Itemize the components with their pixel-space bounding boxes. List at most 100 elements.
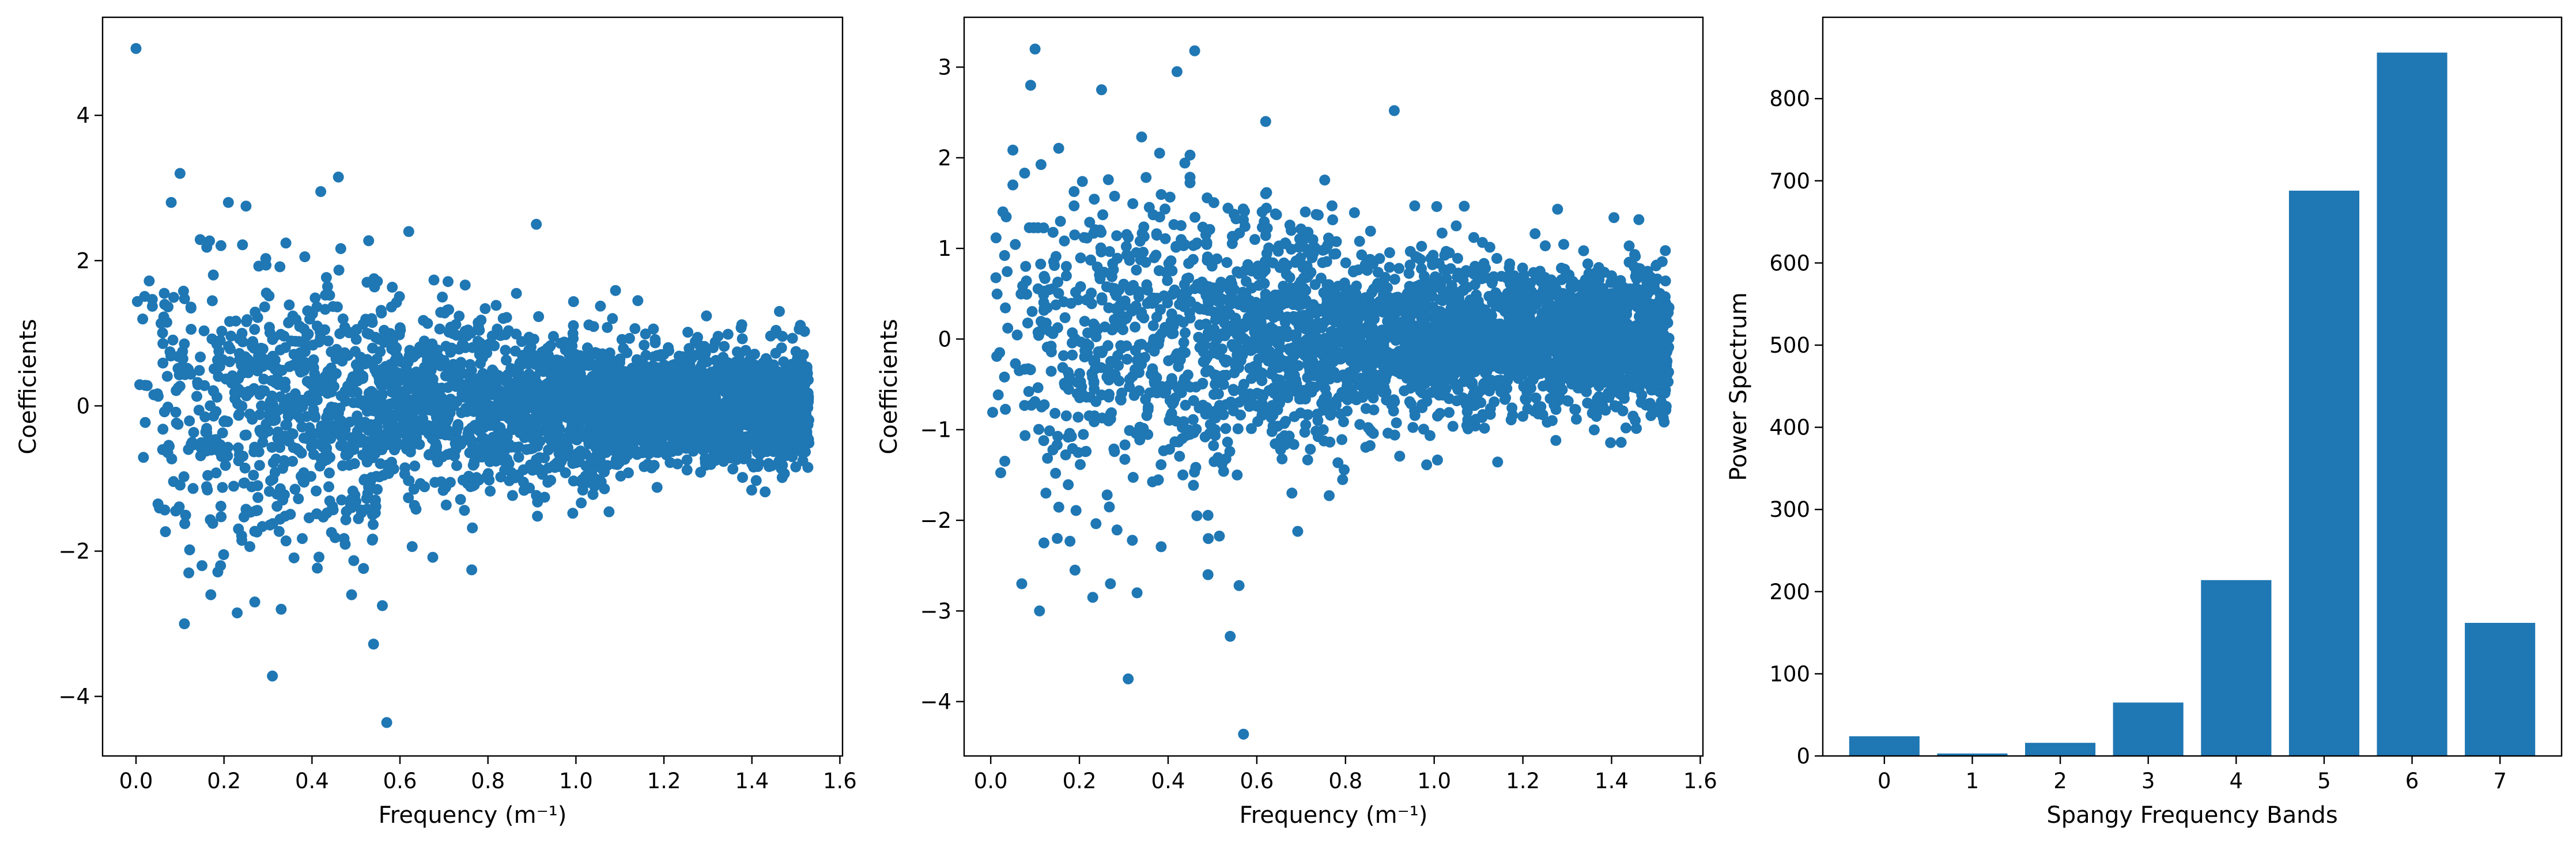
scatter-point [1078,429,1089,440]
scatter-point [222,196,234,208]
scatter-point [229,387,240,398]
scatter-point [387,282,398,293]
scatter-point [485,415,497,427]
scatter-point [583,360,595,371]
scatter-point [201,481,212,493]
scatter-point [327,504,339,516]
scatter-point [406,541,418,553]
scatter-point [452,421,464,433]
scatter-point [528,431,540,443]
scatter-point [1033,423,1044,435]
scatter-point [1070,505,1082,516]
scatter-point [648,323,659,335]
scatter-point [1660,275,1671,287]
scatter-point [490,443,501,455]
scatter-point [1174,451,1185,462]
scatter-point [146,301,158,312]
scatter-point [178,471,190,482]
scatter-point [417,413,429,425]
scatter-point [289,483,301,495]
scatter-point [529,358,541,370]
scatter-point [280,237,292,249]
x-tick-label: 1.0 [559,769,593,793]
scatter-point [202,470,214,481]
scatter-point [301,330,313,341]
x-tick-label: 1.6 [823,769,857,793]
scatter-point [560,436,572,447]
scatter-point [161,370,173,382]
scatter-point [642,459,654,470]
scatter-point [595,300,606,312]
scatter-point [180,509,191,521]
scatter-point [590,347,601,358]
scatter-point [581,342,593,354]
scatter-point [414,341,425,353]
scatter-point [686,396,698,407]
scatter-point [369,496,381,508]
scatter-point [459,505,470,516]
scatter-point [1240,275,1252,287]
scatter-point [519,423,530,434]
scatter-point [198,325,210,336]
scatter-point [1164,191,1176,203]
scatter-point [355,351,367,363]
scatter-point [387,365,398,376]
scatter-point [770,324,782,336]
scatter-point [548,426,560,437]
scatter-point [528,403,539,414]
scatter-point [1072,411,1084,423]
scatter-point [249,525,260,537]
scatter-point [736,333,748,345]
scatter-point [304,313,315,325]
scatter-point [406,429,417,440]
scatter-point [1177,469,1189,481]
scatter-point [1403,268,1415,279]
scatter-point [363,482,375,493]
x-tick-label: 1.4 [735,769,769,793]
scatter-point [730,388,741,399]
scatter-point [582,477,594,488]
scatter-point [773,429,785,440]
scatter-point [338,533,350,544]
scatter-point [1000,302,1011,313]
scatter-point [1394,451,1406,462]
scatter-point [590,372,601,383]
scatter-point [158,406,170,418]
scatter-point [1409,200,1421,211]
scatter-point [513,452,524,463]
scatter-point [361,493,372,504]
scatter-point [1116,342,1127,354]
scatter-point [418,315,429,326]
scatter-point [236,535,248,546]
scatter-point [1476,237,1488,248]
scatter-point [512,370,524,382]
scatter-point [315,186,327,197]
scatter-point [267,334,278,345]
scatter-point [266,441,278,453]
scatter-point [297,533,308,544]
scatter-point [219,415,231,426]
scatter-point [1233,396,1245,408]
scatter-point [1588,424,1600,436]
scatter-point [216,326,228,337]
scatter-point [434,323,445,335]
scatter-point [992,389,1004,400]
scatter-point [367,534,378,546]
scatter-point [213,355,224,366]
scatter-point [507,490,518,501]
scatter-point [318,511,329,523]
scatter-point [586,466,598,477]
scatter-point [569,349,581,360]
scatter-point [1067,349,1078,361]
scatter-point [386,301,397,313]
scatter-point [1447,421,1459,432]
scatter-point [515,402,527,413]
scatter-point [800,366,812,378]
scatter-point [309,368,320,380]
scatter-point [215,240,226,251]
scatter-point [1288,438,1300,450]
scatter-point [671,409,683,420]
scatter-point [280,535,292,547]
scatter-point [708,342,719,353]
scatter-point [767,381,779,392]
